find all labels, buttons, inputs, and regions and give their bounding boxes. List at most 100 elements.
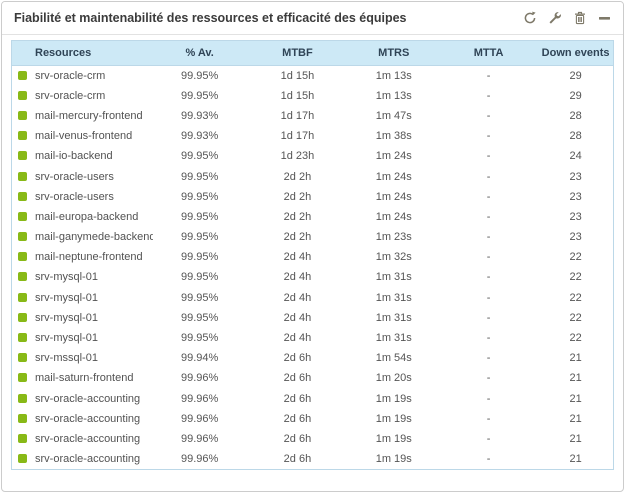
mtta-cell: -: [486, 150, 491, 163]
down-events-cell: 22: [569, 251, 582, 264]
mtbf-cell: 2d 6h: [283, 372, 312, 385]
mtta-cell: -: [486, 190, 491, 203]
resource-cell: srv-mysql-01: [12, 267, 153, 287]
resource-name: srv-mysql-01: [35, 311, 98, 324]
mtbf-cell: 2d 2h: [283, 210, 312, 223]
table-row: mail-europa-backend 99.95% 2d 2h 1m 24s …: [12, 207, 614, 227]
availability-cell: 99.93%: [180, 130, 219, 143]
down-events-cell: 22: [569, 332, 582, 345]
availability-cell: 99.95%: [180, 332, 219, 345]
table-row: mail-venus-frontend 99.93% 1d 17h 1m 38s…: [12, 126, 614, 146]
availability-cell: 99.94%: [180, 352, 219, 365]
delete-button[interactable]: [573, 11, 587, 25]
wrench-icon: [549, 12, 561, 24]
status-ok-icon: [18, 191, 27, 201]
table-row: srv-oracle-accounting 99.96% 2d 6h 1m 19…: [12, 389, 614, 409]
resource-name: srv-oracle-crm: [35, 69, 106, 82]
status-ok-icon: [18, 70, 27, 80]
mtbf-cell: 2d 6h: [283, 392, 312, 405]
status-ok-icon: [18, 413, 27, 423]
availability-cell: 99.95%: [180, 170, 219, 183]
mtta-cell: -: [486, 130, 491, 143]
availability-cell: 99.93%: [180, 109, 219, 122]
table-row: srv-oracle-users 99.95% 2d 2h 1m 24s - 2…: [12, 166, 614, 186]
table-row: mail-neptune-frontend 99.95% 2d 4h 1m 32…: [12, 247, 614, 267]
resource-cell: mail-europa-backend: [12, 207, 153, 227]
status-ok-icon: [18, 433, 27, 443]
table-row: srv-mysql-01 99.95% 2d 4h 1m 31s - 22: [12, 308, 614, 328]
column-header-mtrs: MTRS: [348, 40, 439, 66]
mtbf-cell: 2d 2h: [283, 170, 312, 183]
mtrs-cell: 1m 54s: [375, 352, 412, 365]
table-row: mail-saturn-frontend 99.96% 2d 6h 1m 20s…: [12, 368, 614, 388]
availability-cell: 99.95%: [180, 150, 219, 163]
mtta-cell: -: [486, 332, 491, 345]
column-header-mtbf: MTBF: [246, 40, 349, 66]
resource-name: srv-mssql-01: [35, 352, 98, 365]
resource-cell: mail-mercury-frontend: [12, 106, 153, 126]
resource-name: srv-mysql-01: [35, 271, 98, 284]
resource-cell: mail-saturn-frontend: [12, 368, 153, 388]
table-row: srv-oracle-accounting 99.96% 2d 6h 1m 19…: [12, 449, 614, 469]
status-ok-icon: [18, 292, 27, 302]
resource-name: mail-mercury-frontend: [35, 109, 143, 122]
resource-cell: srv-oracle-crm: [12, 66, 153, 86]
configure-button[interactable]: [548, 11, 562, 25]
mtbf-cell: 1d 17h: [280, 109, 315, 122]
table-row: srv-oracle-accounting 99.96% 2d 6h 1m 19…: [12, 409, 614, 429]
mtrs-cell: 1m 31s: [375, 332, 412, 345]
status-ok-icon: [18, 453, 27, 463]
resource-name: srv-oracle-accounting: [35, 432, 141, 445]
mtbf-cell: 2d 4h: [283, 311, 312, 324]
mtta-cell: -: [486, 372, 491, 385]
collapse-button[interactable]: [598, 11, 611, 25]
down-events-cell: 21: [569, 372, 582, 385]
table-row: srv-oracle-users 99.95% 2d 2h 1m 24s - 2…: [12, 187, 614, 207]
resource-cell: srv-oracle-users: [12, 166, 153, 186]
down-events-cell: 23: [569, 170, 582, 183]
mtta-cell: -: [486, 170, 491, 183]
refresh-button[interactable]: [523, 11, 537, 25]
mtta-cell: -: [486, 89, 491, 102]
mtta-cell: -: [486, 432, 491, 445]
down-events-cell: 23: [569, 231, 582, 244]
mtbf-cell: 2d 2h: [283, 190, 312, 203]
mtta-cell: -: [486, 210, 491, 223]
mtta-cell: -: [486, 69, 491, 82]
mtrs-cell: 1m 38s: [375, 130, 412, 143]
resource-name: srv-oracle-users: [35, 190, 114, 203]
down-events-cell: 21: [569, 392, 582, 405]
column-header-availability: % Av.: [152, 40, 247, 66]
mtbf-cell: 2d 6h: [283, 412, 312, 425]
status-ok-icon: [18, 333, 27, 343]
mtbf-cell: 2d 2h: [283, 231, 312, 244]
down-events-cell: 29: [569, 89, 582, 102]
down-events-cell: 24: [569, 150, 582, 163]
resource-name: srv-oracle-accounting: [35, 452, 141, 465]
availability-cell: 99.95%: [180, 251, 219, 264]
down-events-cell: 23: [569, 190, 582, 203]
mtrs-cell: 1m 24s: [375, 170, 412, 183]
resource-name: srv-oracle-users: [35, 170, 114, 183]
resource-name: mail-io-backend: [35, 150, 113, 163]
availability-cell: 99.95%: [180, 69, 219, 82]
resource-cell: srv-oracle-users: [12, 187, 153, 207]
table-row: srv-oracle-crm 99.95% 1d 15h 1m 13s - 29: [12, 66, 614, 86]
widget-titlebar: Fiabilité et maintenabilité des ressourc…: [2, 2, 623, 35]
down-events-cell: 23: [569, 210, 582, 223]
resource-name: mail-venus-frontend: [35, 130, 133, 143]
resource-name: mail-ganymede-backend: [35, 231, 153, 244]
resource-cell: mail-neptune-frontend: [12, 247, 153, 267]
widget-toolbar: [523, 11, 611, 25]
widget-body: Resources % Av. MTBF MTRS MTTA Down even…: [2, 35, 623, 470]
table-row: srv-mysql-01 99.95% 2d 4h 1m 31s - 22: [12, 328, 614, 348]
mtta-cell: -: [486, 251, 491, 264]
resource-cell: srv-oracle-accounting: [12, 429, 153, 449]
down-events-cell: 28: [569, 130, 582, 143]
mtta-cell: -: [486, 291, 491, 304]
down-events-cell: 21: [569, 352, 582, 365]
availability-cell: 99.96%: [180, 452, 219, 465]
minus-icon: [599, 17, 610, 20]
resource-name: mail-neptune-frontend: [35, 251, 143, 264]
resource-cell: srv-oracle-crm: [12, 86, 153, 106]
